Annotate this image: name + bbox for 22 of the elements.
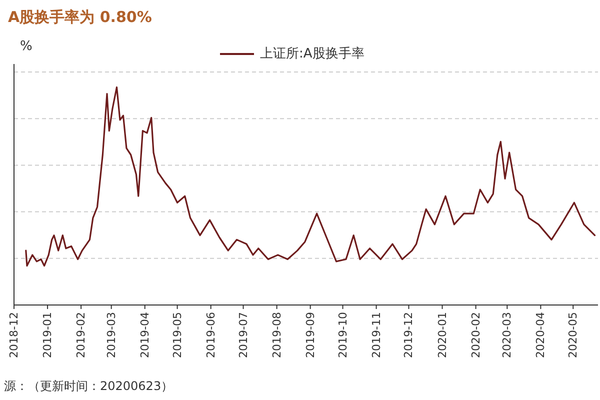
x-tick-label: 2019-02 <box>74 312 88 358</box>
x-tick-label: 2020-02 <box>469 312 482 358</box>
x-tick-label: 2019-03 <box>104 312 118 358</box>
x-tick-label: 2020-01 <box>436 312 449 358</box>
x-tick-label: 2020-03 <box>500 312 514 358</box>
text: 源：（更新时间：20200623） <box>4 379 174 393</box>
x-tick-label: 2020-05 <box>566 312 580 358</box>
chart-title: A股换手率为 0.80% <box>8 8 152 26</box>
x-tick-label: 2020-04 <box>534 312 548 358</box>
x-tick-label: 2019-09 <box>304 312 317 358</box>
legend-label: 上证所:A股换手率 <box>260 46 364 62</box>
x-tick-label: 2019-06 <box>204 312 218 358</box>
x-tick-label: 2018-12 <box>8 312 20 358</box>
x-tick-label: 2019-12 <box>402 312 416 358</box>
x-tick-label: 2019-05 <box>170 312 184 358</box>
x-tick-label: 2019-11 <box>370 312 383 358</box>
y-axis-title: % <box>20 39 32 54</box>
x-tick-label: 2019-07 <box>236 312 250 358</box>
x-tick-label: 2019-04 <box>138 312 152 358</box>
x-tick-label: 2019-08 <box>270 312 284 358</box>
x-tick-label: 2019-10 <box>336 312 350 358</box>
x-tick-label: 2019-01 <box>41 312 54 358</box>
